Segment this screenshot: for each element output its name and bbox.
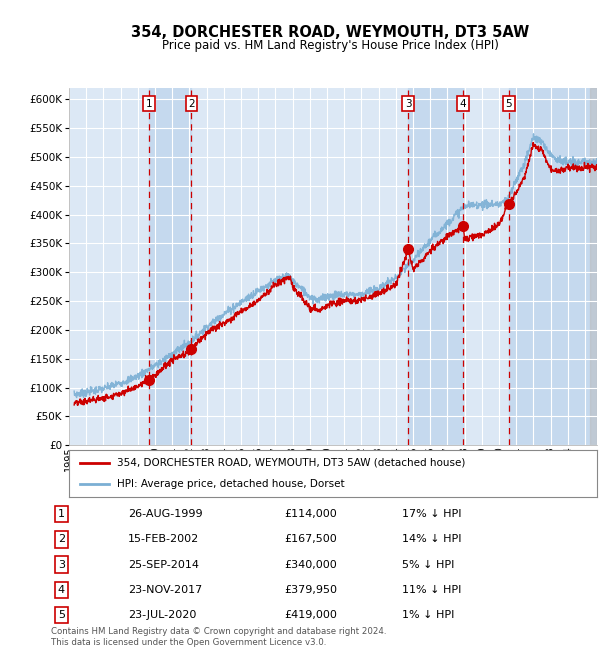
Text: 5% ↓ HPI: 5% ↓ HPI [402,560,454,569]
Text: 14% ↓ HPI: 14% ↓ HPI [402,534,461,545]
Text: £379,950: £379,950 [284,584,338,595]
Text: 1: 1 [58,510,65,519]
Text: 2: 2 [188,99,195,109]
Text: HPI: Average price, detached house, Dorset: HPI: Average price, detached house, Dors… [116,480,344,489]
Text: 26-AUG-1999: 26-AUG-1999 [128,510,203,519]
Text: 15-FEB-2002: 15-FEB-2002 [128,534,200,545]
Bar [409,88,463,445]
Text: Contains HM Land Registry data © Crown copyright and database right 2024.
This d: Contains HM Land Registry data © Crown c… [51,627,386,647]
Text: 17% ↓ HPI: 17% ↓ HPI [402,510,461,519]
Text: 3: 3 [405,99,412,109]
Text: 354, DORCHESTER ROAD, WEYMOUTH, DT3 5AW: 354, DORCHESTER ROAD, WEYMOUTH, DT3 5AW [131,25,529,40]
Text: 23-JUL-2020: 23-JUL-2020 [128,610,197,619]
Text: £114,000: £114,000 [284,510,337,519]
Text: 354, DORCHESTER ROAD, WEYMOUTH, DT3 5AW (detached house): 354, DORCHESTER ROAD, WEYMOUTH, DT3 5AW … [116,458,465,467]
Bar [590,88,597,445]
Text: 23-NOV-2017: 23-NOV-2017 [128,584,203,595]
Text: £340,000: £340,000 [284,560,337,569]
Text: 11% ↓ HPI: 11% ↓ HPI [402,584,461,595]
Text: 3: 3 [58,560,65,569]
Bar [149,88,191,445]
Text: 25-SEP-2014: 25-SEP-2014 [128,560,199,569]
Text: 1: 1 [146,99,152,109]
Text: Price paid vs. HM Land Registry's House Price Index (HPI): Price paid vs. HM Land Registry's House … [161,39,499,52]
Text: £167,500: £167,500 [284,534,337,545]
Text: 1% ↓ HPI: 1% ↓ HPI [402,610,454,619]
Text: 2: 2 [58,534,65,545]
Text: 4: 4 [460,99,466,109]
Text: £419,000: £419,000 [284,610,337,619]
Bar [509,88,597,445]
Text: 4: 4 [58,584,65,595]
Text: 5: 5 [505,99,512,109]
Text: 5: 5 [58,610,65,619]
